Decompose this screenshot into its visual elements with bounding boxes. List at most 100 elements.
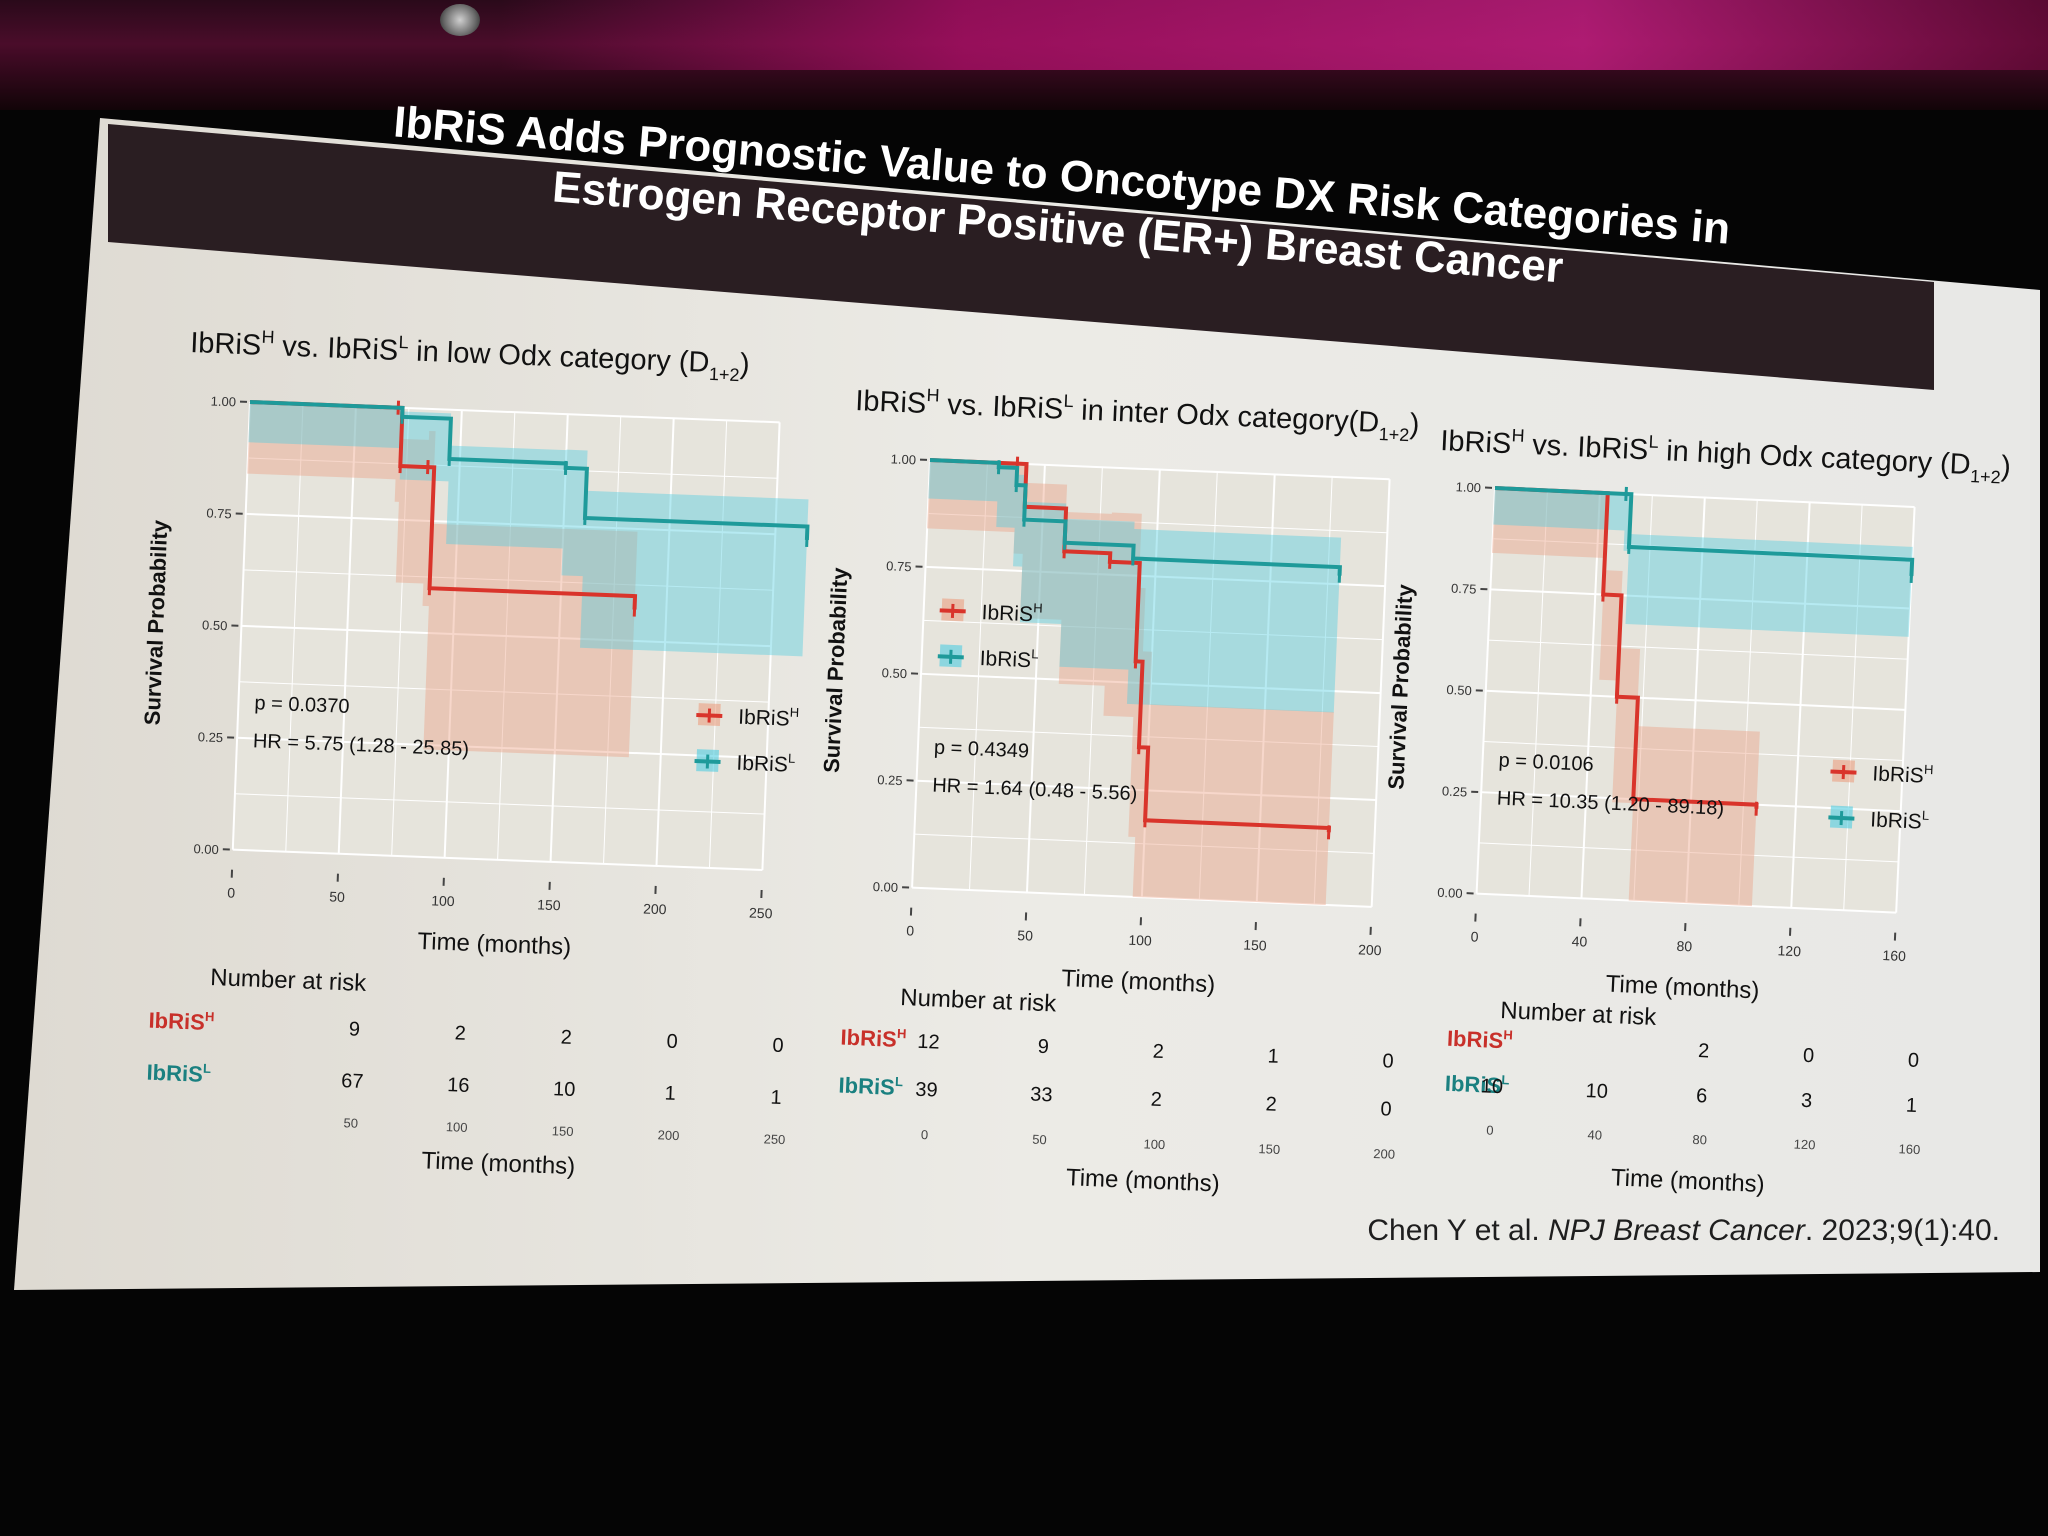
- y-tick-label: 0.25: [1442, 783, 1468, 799]
- censor-mark: [583, 510, 587, 526]
- risk-cell: 16: [447, 1074, 470, 1097]
- x-tick-label: 40: [1571, 933, 1587, 950]
- risk-tick-label: 0: [1486, 1123, 1494, 1138]
- risk-cell: 0: [666, 1031, 678, 1053]
- citation: Chen Y et al. NPJ Breast Cancer. 2023;9(…: [1367, 1214, 2000, 1247]
- legend-label-sup: L: [788, 751, 796, 766]
- y-tick-label: 1.00: [210, 393, 236, 409]
- censor-mark: [1326, 825, 1331, 840]
- x-tick-label: 150: [537, 896, 561, 913]
- x-tick-label: 100: [431, 892, 455, 909]
- grid-line-x: [1370, 479, 1391, 907]
- risk-tick-label: 50: [1032, 1132, 1047, 1148]
- censor-mark: [1062, 535, 1067, 550]
- panel-title-part: L: [1063, 391, 1074, 411]
- risk-cell: 9: [348, 1018, 360, 1040]
- risk-table-header: Number at risk: [900, 984, 1058, 1018]
- risk-table-xlabel: Time (months): [421, 1147, 576, 1180]
- y-tick-label: 0.50: [881, 665, 907, 681]
- risk-cell: 1: [1905, 1095, 1917, 1117]
- risk-tick-label: 120: [1793, 1136, 1815, 1152]
- panel-title-part: H: [261, 327, 275, 347]
- panel-title: IbRiSH vs. IbRiSL in low Odx category (D…: [190, 324, 751, 385]
- panel-title-part: H: [1511, 425, 1525, 446]
- grid-line-y: [237, 736, 767, 760]
- legend-censor: [707, 708, 712, 723]
- risk-cell: 9: [1037, 1036, 1049, 1058]
- censor-mark: [1909, 568, 1914, 584]
- censor-mark: [427, 581, 432, 596]
- legend-label: IbRiSH: [981, 598, 1043, 627]
- y-tick-label: 0.50: [1446, 682, 1472, 698]
- risk-tick-label: 150: [1258, 1141, 1280, 1157]
- risk-table-xlabel: Time (months): [1065, 1164, 1220, 1197]
- censor-mark: [1108, 554, 1112, 569]
- grid-line-y: [1485, 689, 1906, 711]
- grid-line-y: [923, 619, 1383, 641]
- y-tick-label: 1.00: [1455, 479, 1481, 495]
- risk-tick-label: 100: [1143, 1136, 1165, 1152]
- risk-tick-label: 100: [446, 1119, 468, 1135]
- risk-cell: 2: [560, 1027, 572, 1049]
- y-tick-label: 0.25: [877, 772, 903, 788]
- risk-table-header: Number at risk: [210, 964, 368, 997]
- legend-label-sup: L: [1031, 646, 1039, 661]
- censor-mark: [563, 460, 568, 475]
- legend-label: IbRiSL: [1870, 805, 1930, 834]
- x-axis-label: Time (months): [1061, 965, 1216, 998]
- km-curve-ibris-l: [1494, 486, 1915, 577]
- risk-cell: 6: [1696, 1085, 1708, 1107]
- risk-cell: 3: [1800, 1090, 1812, 1112]
- grid-line-y: [1490, 588, 1911, 610]
- risk-row-label: IbRiSH: [1446, 1025, 1513, 1054]
- grid-line-y: [232, 848, 763, 872]
- risk-cell: 39: [915, 1079, 938, 1102]
- y-tick-label: 0.00: [1437, 885, 1463, 901]
- censor-mark: [1133, 654, 1138, 669]
- x-tick-label: 200: [643, 900, 667, 917]
- grid-line-y: [241, 624, 772, 648]
- censor-mark: [1022, 512, 1026, 527]
- y-tick-label: 0.75: [886, 558, 912, 574]
- risk-cell: 2: [454, 1022, 466, 1044]
- ci-band-ibris-h: [247, 402, 638, 794]
- x-tick-label: 0: [906, 922, 915, 938]
- panel-title-part: 1+2: [709, 364, 740, 385]
- risk-row-label: IbRiSH: [148, 1007, 215, 1036]
- grid-line-y: [1476, 892, 1897, 914]
- ceiling-light: [440, 4, 480, 36]
- censor-mark: [1337, 568, 1342, 583]
- legend-censor: [1839, 810, 1844, 826]
- grid-line-y: [925, 565, 1386, 588]
- censor-mark: [1131, 551, 1135, 566]
- censor-mark: [996, 460, 1001, 475]
- risk-tick-label: 50: [343, 1115, 358, 1131]
- grid-line-y: [927, 512, 1388, 534]
- ci-band-ibris-h: [927, 460, 1335, 905]
- km-panel-2: 0.00 0.25 0.50 0.75 1.00 0 50 100 150 200 Time (mo…: [819, 451, 1391, 998]
- panel-title-part: IbRiS: [1440, 425, 1512, 460]
- risk-row-label-sup: L: [895, 1074, 904, 1089]
- y-tick-label: 0.00: [193, 841, 219, 857]
- ceiling-glow: [500, 0, 2048, 70]
- risk-cell: 10: [553, 1078, 576, 1101]
- risk-cell: 0: [772, 1035, 784, 1057]
- legend-label-sup: L: [1922, 808, 1930, 823]
- risk-cell: 1: [664, 1083, 676, 1105]
- grid-line-y: [918, 726, 1379, 748]
- risk-cell: 2: [1152, 1041, 1164, 1063]
- x-axis-label: Time (months): [417, 928, 572, 961]
- grid-line-y: [243, 569, 774, 591]
- censor-mark: [632, 602, 637, 617]
- risk-row-label-sup: H: [205, 1009, 215, 1024]
- risk-tick-label: 80: [1692, 1132, 1707, 1148]
- censor-mark: [447, 451, 452, 467]
- panel-title-part: 1+2: [1378, 424, 1409, 445]
- risk-cell: 1: [1267, 1045, 1279, 1067]
- panel-title-part: H: [926, 385, 940, 406]
- y-tick-label: 0.00: [872, 879, 898, 895]
- title-bar: [108, 124, 1934, 390]
- risk-cell: 0: [1380, 1098, 1392, 1120]
